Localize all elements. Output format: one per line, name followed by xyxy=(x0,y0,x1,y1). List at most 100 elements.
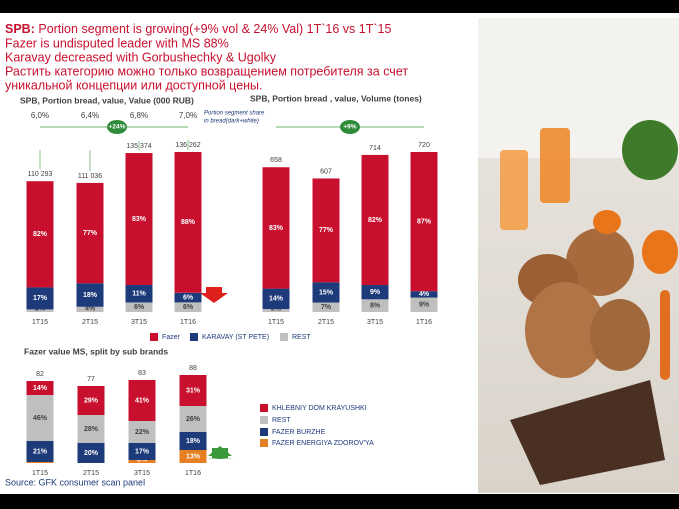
segment-label: 28% xyxy=(84,426,99,433)
legend-swatch xyxy=(260,404,268,412)
bar-segment xyxy=(179,375,207,406)
bar-segment xyxy=(77,415,105,443)
segment-label: 6% xyxy=(183,294,194,301)
segment-label: 11% xyxy=(132,291,146,298)
title-line: SPB: Portion segment is growing(+9% vol … xyxy=(5,22,391,36)
total-label: 88 xyxy=(189,365,197,372)
segment-label: 14% xyxy=(33,385,48,392)
total-label: 82 xyxy=(36,371,44,378)
x-tick-label: 3T15 xyxy=(131,319,147,326)
bar-segment xyxy=(174,152,202,293)
segment-label: 9% xyxy=(419,302,430,309)
legend-swatch xyxy=(190,333,198,341)
bar-segment xyxy=(26,381,54,395)
bar-segment xyxy=(128,460,156,463)
segment-label: 18% xyxy=(186,438,201,445)
title-text: Portion segment is growing(+9% vol & 24%… xyxy=(38,22,391,36)
bar-segment xyxy=(26,441,54,462)
bar-segment xyxy=(174,292,202,303)
bar-segment xyxy=(77,386,105,415)
total-label: 714 xyxy=(369,145,381,152)
annotation: Portion segment share xyxy=(204,111,265,117)
legend-swatch xyxy=(260,416,268,424)
x-tick-label: 1T16 xyxy=(180,319,196,326)
x-tick-label: 2T15 xyxy=(83,470,99,477)
legend-swatch xyxy=(280,333,288,341)
segment-label: 31% xyxy=(186,387,201,394)
bar-segment xyxy=(26,462,54,463)
bar-segment xyxy=(77,443,105,463)
x-tick-label: 1T16 xyxy=(185,470,201,477)
segment-label: 41% xyxy=(135,397,150,404)
segment-label: 29% xyxy=(84,397,99,404)
up-arrow-head xyxy=(208,446,232,456)
bar-segment xyxy=(262,309,290,312)
legend-swatch xyxy=(260,439,268,447)
legend-label: REST xyxy=(272,417,291,424)
segment-label: 77% xyxy=(83,230,98,237)
segment-label: 8% xyxy=(370,302,381,309)
growth-badge xyxy=(340,120,360,134)
segment-label: 77% xyxy=(319,227,334,234)
x-tick-label: 3T15 xyxy=(134,470,150,477)
x-tick-label: 1T15 xyxy=(32,319,48,326)
annotation: in bread(dark+white) xyxy=(204,119,259,125)
bar-segment xyxy=(125,284,153,303)
title-line: Растить категорию можно только возвращен… xyxy=(5,64,408,78)
segment-label: 17% xyxy=(135,448,150,455)
bar-segment xyxy=(179,406,207,432)
bar-segment xyxy=(179,432,207,450)
total-label: 607 xyxy=(320,168,332,175)
source: Source: GFK consumer scan panel xyxy=(5,477,145,487)
bar-segment xyxy=(410,152,438,292)
growth-label: +9% xyxy=(343,124,356,131)
segment-label: 22% xyxy=(135,429,150,436)
segment-label: 82% xyxy=(33,231,48,238)
share-label: 7,0% xyxy=(179,111,197,120)
share-label: 6,8% xyxy=(130,111,148,120)
bottom-bar xyxy=(0,494,679,509)
header: SPB: Portion segment is growing(+9% vol … xyxy=(5,22,408,92)
bar-segment xyxy=(26,395,54,441)
title-line: уникальной концепции или доступной цены. xyxy=(5,78,263,92)
bar-segment xyxy=(262,288,290,310)
photo xyxy=(478,18,679,493)
segment-label: 82% xyxy=(368,217,383,224)
legend-label: FAZER BURZHE xyxy=(272,429,326,436)
chart-title: SPB, Portion bread, value, Value (000 RU… xyxy=(20,95,194,105)
total-label: 110 293 xyxy=(28,171,53,178)
bar-segment xyxy=(312,302,340,312)
legend-label: KHLEBNIY DOM KRAYUSHKI xyxy=(272,405,367,412)
segment-label: 13% xyxy=(186,453,201,460)
x-tick-label: 1T16 xyxy=(416,319,432,326)
segment-label: 87% xyxy=(417,218,432,225)
title-line: Karavay decreased with Gorbushechky & Ug… xyxy=(5,50,277,64)
bar-segment xyxy=(26,181,54,288)
legend-label: Fazer xyxy=(162,334,181,341)
segment-label: 14% xyxy=(269,296,284,303)
legend-swatch xyxy=(150,333,158,341)
segment-label: 9% xyxy=(370,289,381,296)
segment-label: 46% xyxy=(33,415,48,422)
bar-segment xyxy=(312,178,340,283)
bar-segment xyxy=(410,291,438,298)
total-label: 720 xyxy=(418,142,430,149)
x-tick-label: 1T15 xyxy=(268,319,284,326)
segment-label: 17% xyxy=(33,295,48,302)
bar-segment xyxy=(361,154,389,286)
bar-segment xyxy=(76,182,104,284)
legend-label: FAZER ENERGIYA ZDOROV'YA xyxy=(272,440,374,447)
share-label: 6,0% xyxy=(31,111,49,120)
growth-badge xyxy=(107,120,127,134)
bar-segment xyxy=(312,282,340,303)
total-label: 658 xyxy=(270,157,282,164)
bar-segment xyxy=(410,297,438,312)
total-label: 111 036 xyxy=(78,173,102,180)
legend-label: REST xyxy=(292,334,311,341)
chart-title: Fazer value MS, split by sub brands xyxy=(24,346,168,356)
segment-label: 20% xyxy=(84,450,99,457)
bar-segment xyxy=(361,285,389,300)
bar-segment xyxy=(262,167,290,289)
bar-segment xyxy=(179,450,207,463)
